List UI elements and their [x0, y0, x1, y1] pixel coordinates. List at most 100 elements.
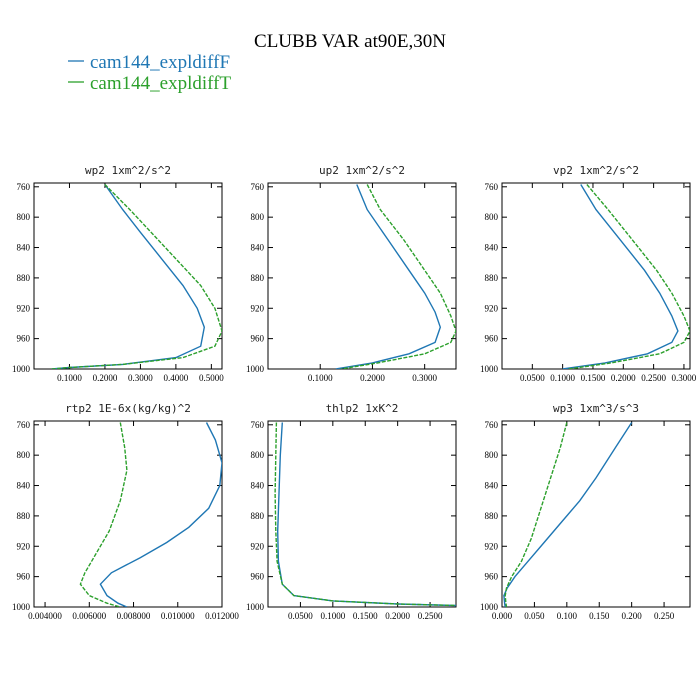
panel-title: vp2 1xm^2/s^2	[553, 164, 639, 177]
y-tick-label: 840	[251, 481, 265, 491]
x-tick-label: 0.2000	[93, 373, 118, 383]
y-tick-label: 840	[251, 243, 265, 253]
y-tick-label: 800	[251, 450, 265, 460]
y-tick-label: 800	[17, 450, 31, 460]
legend-label-f: cam144_expldiffF	[90, 52, 230, 73]
panel-wp3: wp3 1xm^3/s^3 760 800 840 880 920 960 10000.000…	[480, 402, 691, 621]
series-line-expldiffF	[99, 422, 222, 607]
y-tick-label: 1000	[480, 602, 499, 612]
y-tick-label: 1000	[12, 602, 31, 612]
y-tick-label: 880	[485, 273, 499, 283]
x-tick-label: 0.1500	[581, 373, 606, 383]
y-tick-label: 800	[17, 212, 31, 222]
panel-vp2: vp2 1xm^2/s^2 760 800 840 880 920 960 1000 0.050…	[480, 164, 697, 383]
plot-frame	[33, 182, 223, 370]
y-tick-label: 840	[485, 243, 499, 253]
plot-frame	[267, 182, 457, 370]
y-tick-label: 760	[485, 182, 499, 192]
x-tick-label: 0.250	[654, 611, 675, 621]
panel-wp2: wp2 1xm^2/s^2 760 800 840 880 920 960 1000 0.100…	[12, 164, 224, 383]
y-tick-label: 920	[17, 541, 31, 551]
y-tick-label: 1000	[12, 364, 31, 374]
x-tick-label: 0.2000	[385, 611, 410, 621]
figure-title: CLUBB VAR at90E,30N	[254, 31, 446, 52]
plot-frame	[501, 182, 691, 370]
series-line-expldiffT	[79, 422, 128, 607]
x-tick-label: 0.2500	[418, 611, 443, 621]
y-tick-label: 920	[251, 541, 265, 551]
x-tick-label: 0.1000	[308, 373, 333, 383]
panel-title: wp3 1xm^3/s^3	[553, 402, 639, 415]
x-tick-label: 0.012000	[205, 611, 239, 621]
x-tick-label: 0.1000	[550, 373, 575, 383]
panel-title: up2 1xm^2/s^2	[319, 164, 405, 177]
y-tick-label: 840	[17, 481, 31, 491]
x-tick-label: 0.004000	[28, 611, 62, 621]
y-tick-label: 840	[485, 481, 499, 491]
y-tick-label: 880	[17, 511, 31, 521]
y-tick-label: 960	[485, 572, 499, 582]
y-tick-label: 760	[17, 182, 31, 192]
series-line-expldiffT	[51, 184, 222, 369]
y-tick-label: 1000	[246, 364, 265, 374]
series-line-expldiffF	[276, 422, 456, 607]
panel-title: thlp2 1xK^2	[326, 402, 399, 415]
y-tick-label: 800	[485, 450, 499, 460]
series-line-expldiffF	[51, 184, 206, 369]
y-tick-label: 960	[251, 572, 265, 582]
x-tick-label: 0.000	[492, 611, 513, 621]
x-tick-label: 0.3000	[672, 373, 697, 383]
x-tick-label: 0.3000	[128, 373, 153, 383]
panel-title: rtp2 1E-6x(kg/kg)^2	[65, 402, 191, 415]
y-tick-label: 760	[17, 420, 31, 430]
y-tick-label: 760	[251, 182, 265, 192]
x-tick-label: 0.006000	[72, 611, 106, 621]
x-tick-label: 0.1000	[57, 373, 82, 383]
y-tick-label: 800	[485, 212, 499, 222]
y-tick-label: 960	[251, 334, 265, 344]
x-tick-label: 0.3000	[412, 373, 437, 383]
legend-label-t: cam144_expldiffT	[90, 73, 231, 94]
series-line-expldiffF	[562, 184, 679, 369]
x-tick-label: 0.1500	[353, 611, 378, 621]
y-tick-label: 920	[251, 303, 265, 313]
x-tick-label: 0.0500	[520, 373, 545, 383]
y-tick-label: 960	[17, 334, 31, 344]
y-tick-label: 880	[17, 273, 31, 283]
x-tick-label: 0.008000	[117, 611, 151, 621]
panel-title: wp2 1xm^2/s^2	[85, 164, 171, 177]
panel-rtp2: rtp2 1E-6x(kg/kg)^2 760 800 840 880 920 960 100…	[12, 402, 239, 621]
y-tick-label: 760	[251, 420, 265, 430]
plot-frame	[501, 420, 691, 608]
x-tick-label: 0.5000	[199, 373, 224, 383]
y-tick-label: 800	[251, 212, 265, 222]
x-tick-label: 0.2000	[611, 373, 636, 383]
y-tick-label: 920	[17, 303, 31, 313]
x-tick-label: 0.010000	[161, 611, 195, 621]
series-line-expldiffF	[503, 422, 633, 607]
series-line-expldiffT	[504, 422, 568, 607]
y-tick-label: 920	[485, 541, 499, 551]
series-line-expldiffT	[340, 184, 456, 369]
x-tick-label: 0.100	[557, 611, 578, 621]
plot-frame	[267, 420, 457, 608]
x-tick-label: 0.150	[589, 611, 610, 621]
x-tick-label: 0.1000	[320, 611, 345, 621]
x-tick-label: 0.4000	[164, 373, 189, 383]
y-tick-label: 960	[17, 572, 31, 582]
panel-thlp2: thlp2 1xK^2 760 800 840 880 920 960 1000 0.0500 0…	[246, 402, 457, 621]
y-tick-label: 920	[485, 303, 499, 313]
plot-frame	[33, 420, 223, 608]
legend: cam144_expldiffF cam144_expldiffT	[68, 52, 231, 94]
panel-up2: up2 1xm^2/s^2 760 800 840 880 920 960 1000 0.100…	[246, 164, 457, 383]
y-tick-label: 880	[485, 511, 499, 521]
x-tick-label: 0.200	[622, 611, 643, 621]
series-line-expldiffT	[568, 184, 690, 369]
y-tick-label: 880	[251, 511, 265, 521]
series-line-expldiffT	[274, 422, 456, 607]
y-tick-label: 960	[485, 334, 499, 344]
y-tick-label: 1000	[246, 602, 265, 612]
y-tick-label: 880	[251, 273, 265, 283]
x-tick-label: 0.2000	[360, 373, 385, 383]
x-tick-label: 0.2500	[641, 373, 666, 383]
